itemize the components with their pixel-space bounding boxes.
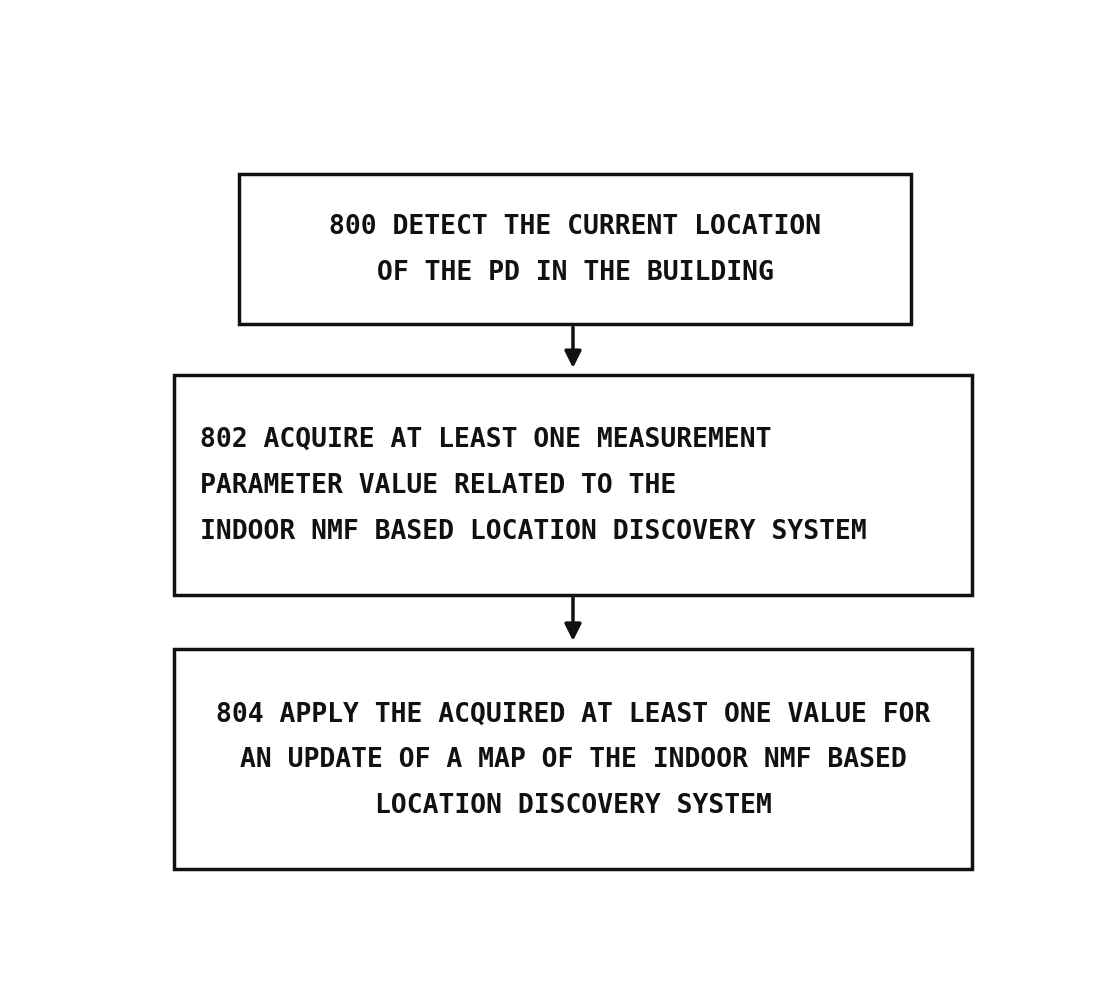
Bar bbox=[174, 649, 972, 870]
Text: 802 ACQUIRE AT LEAST ONE MEASUREMENT
PARAMETER VALUE RELATED TO THE
INDOOR NMF B: 802 ACQUIRE AT LEAST ONE MEASUREMENT PAR… bbox=[200, 426, 868, 545]
Bar bbox=[239, 175, 911, 325]
Text: 804 APPLY THE ACQUIRED AT LEAST ONE VALUE FOR
AN UPDATE OF A MAP OF THE INDOOR N: 804 APPLY THE ACQUIRED AT LEAST ONE VALU… bbox=[216, 700, 930, 818]
Bar bbox=[174, 375, 972, 596]
Text: 800 DETECT THE CURRENT LOCATION
OF THE PD IN THE BUILDING: 800 DETECT THE CURRENT LOCATION OF THE P… bbox=[329, 214, 822, 286]
